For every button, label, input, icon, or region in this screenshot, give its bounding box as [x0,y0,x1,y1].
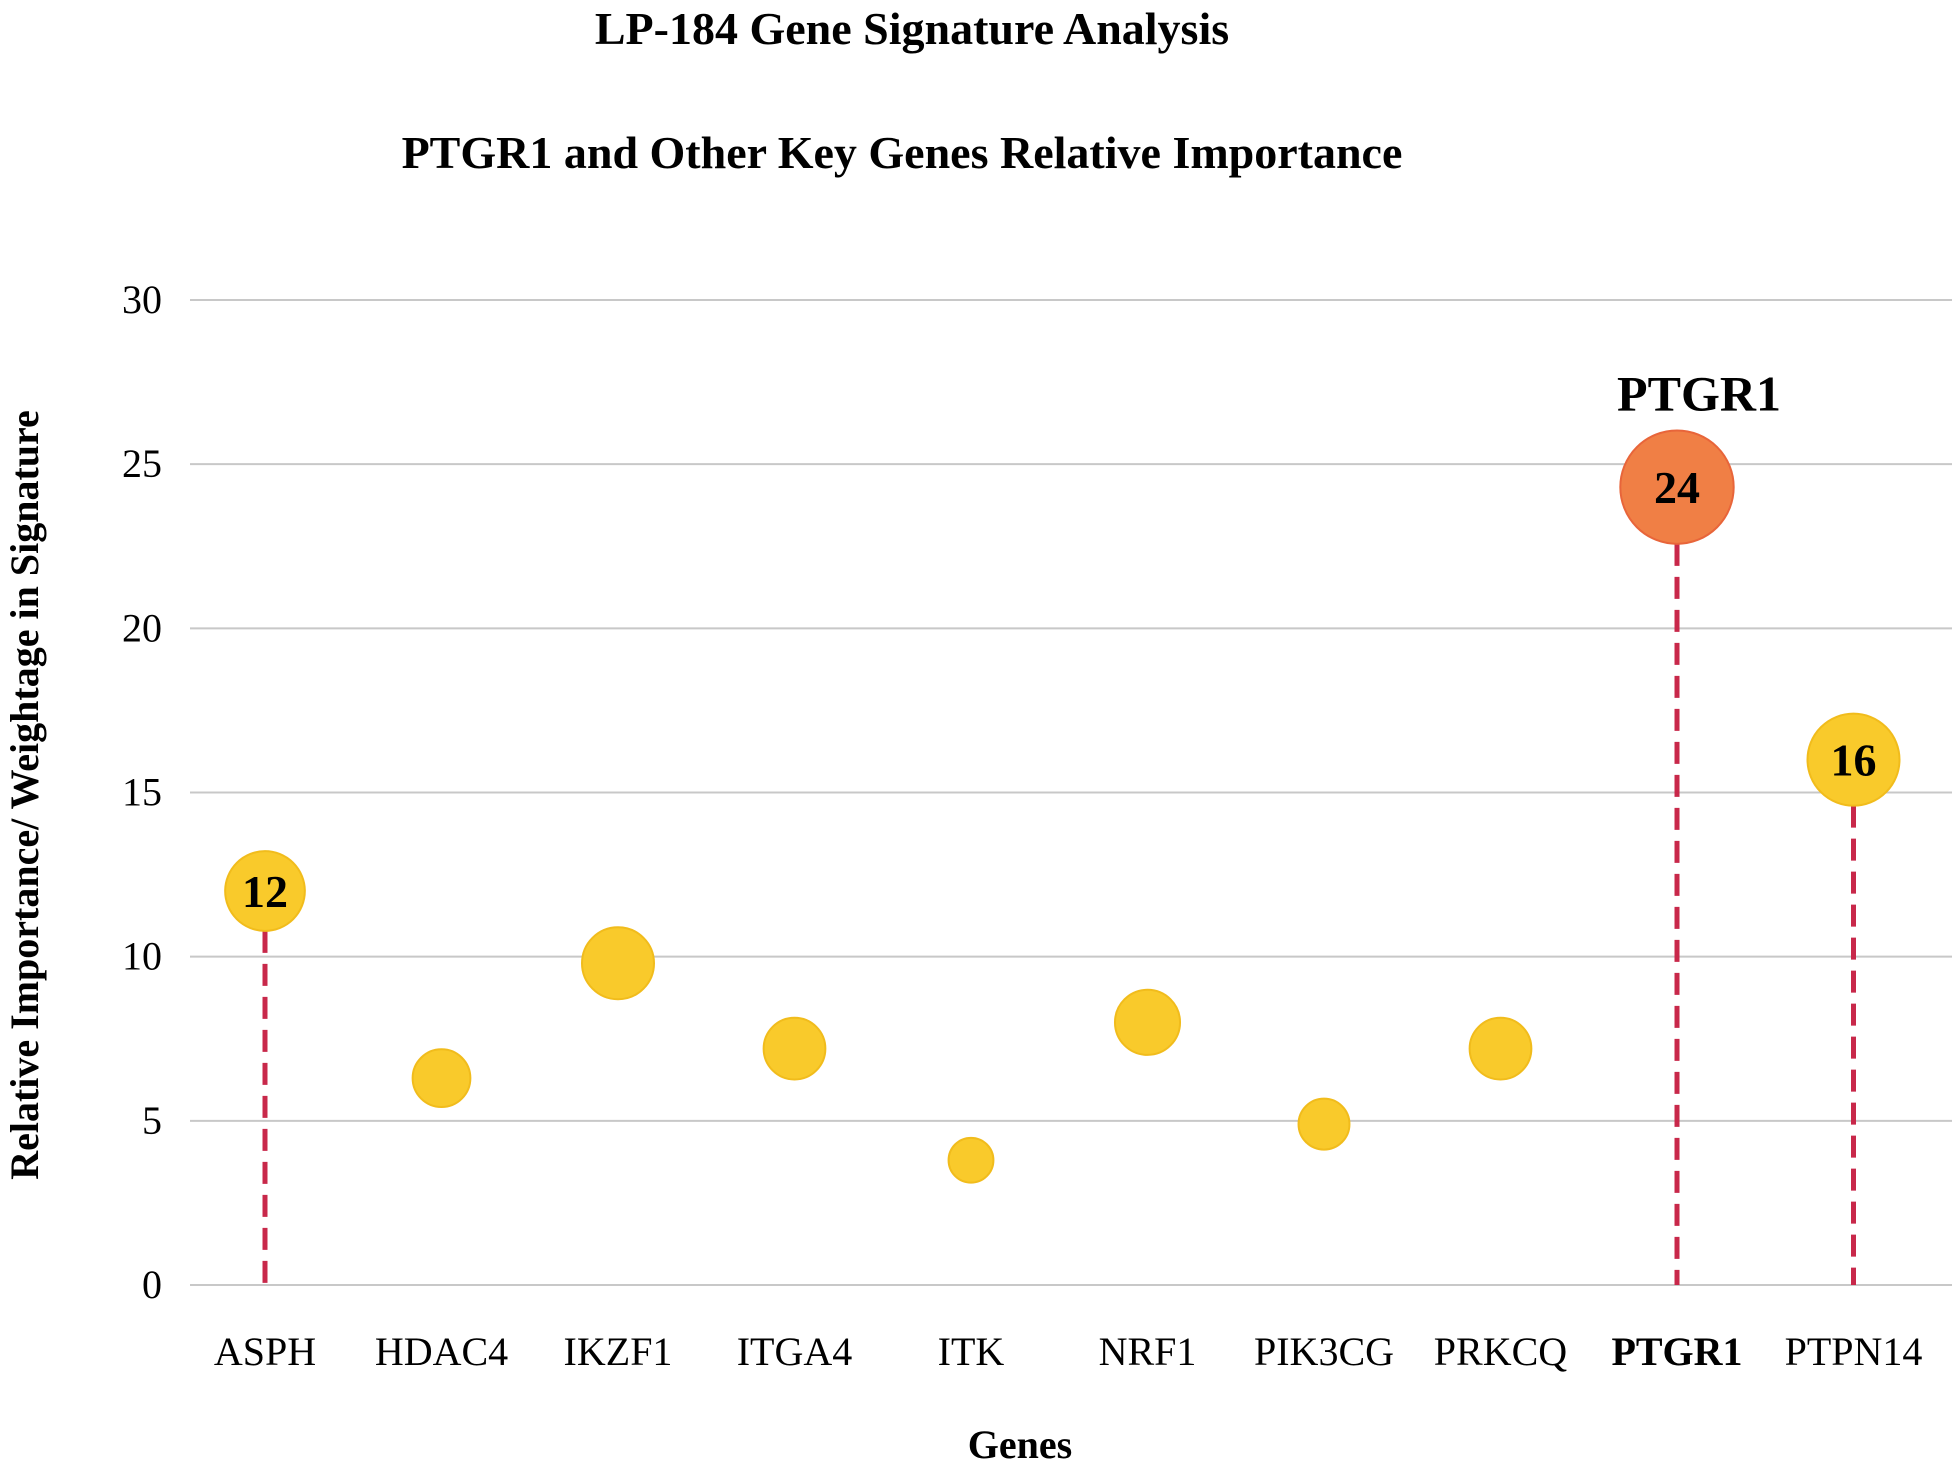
data-label-ptpn14: 16 [1831,735,1877,786]
x-axis-ticks: ASPH HDAC4 IKZF1 ITGA4 ITK NRF1 PIK3CG PRKCQ PTG… [214,1329,1923,1374]
x-tick-label-itga4: ITGA4 [737,1329,853,1374]
bubble-asph [224,850,306,932]
data-label-asph: 12 [242,866,288,917]
x-tick-label-nrf1: NRF1 [1099,1329,1197,1374]
bubble-itga4 [762,1016,827,1081]
x-tick-label-itk: ITK [938,1329,1005,1374]
y-tick-label-30: 30 [122,277,162,322]
data-labels: 12 24 16 [242,462,1877,917]
bubble-pik3cg [1297,1097,1351,1151]
x-tick-label-asph: ASPH [214,1329,316,1374]
x-axis-title: Genes [968,1422,1072,1467]
chart-subtitle: PTGR1 and Other Key Genes Relative Impor… [402,127,1403,178]
y-tick-label-15: 15 [122,770,162,815]
bubble-ptgr1 [1619,429,1735,545]
y-tick-label-10: 10 [122,934,162,979]
x-tick-label-pik3cg: PIK3CG [1254,1329,1394,1374]
x-tick-label-ikzf1: IKZF1 [564,1329,673,1374]
bubble-ikzf1 [580,926,656,1001]
bubble-prkcq [1468,1016,1533,1081]
y-axis-title: Relative Importance/ Weightage in Signat… [2,410,47,1180]
x-tick-label-prkcq: PRKCQ [1434,1329,1567,1374]
y-tick-label-20: 20 [122,605,162,650]
x-tick-label-ptpn14: PTPN14 [1785,1329,1923,1374]
x-tick-label-ptgr1: PTGR1 [1611,1329,1742,1374]
bubble-ptpn14 [1806,712,1901,807]
gridlines [190,299,1952,1286]
data-label-ptgr1: 24 [1654,462,1700,513]
y-axis-ticks: 0 5 10 15 20 25 30 [122,277,162,1307]
x-tick-label-hdac4: HDAC4 [375,1329,508,1374]
bubble-itk [947,1136,995,1184]
y-tick-label-5: 5 [142,1098,162,1143]
bubble-nrf1 [1113,988,1182,1056]
y-tick-label-0: 0 [142,1262,162,1307]
highlight-annotation: PTGR1 [1617,365,1781,421]
drop-lines [262,543,1856,1285]
bubble-hdac4 [411,1048,472,1109]
bubbles [224,429,1901,1184]
chart-title: LP-184 Gene Signature Analysis [595,3,1229,54]
y-tick-label-25: 25 [122,441,162,486]
